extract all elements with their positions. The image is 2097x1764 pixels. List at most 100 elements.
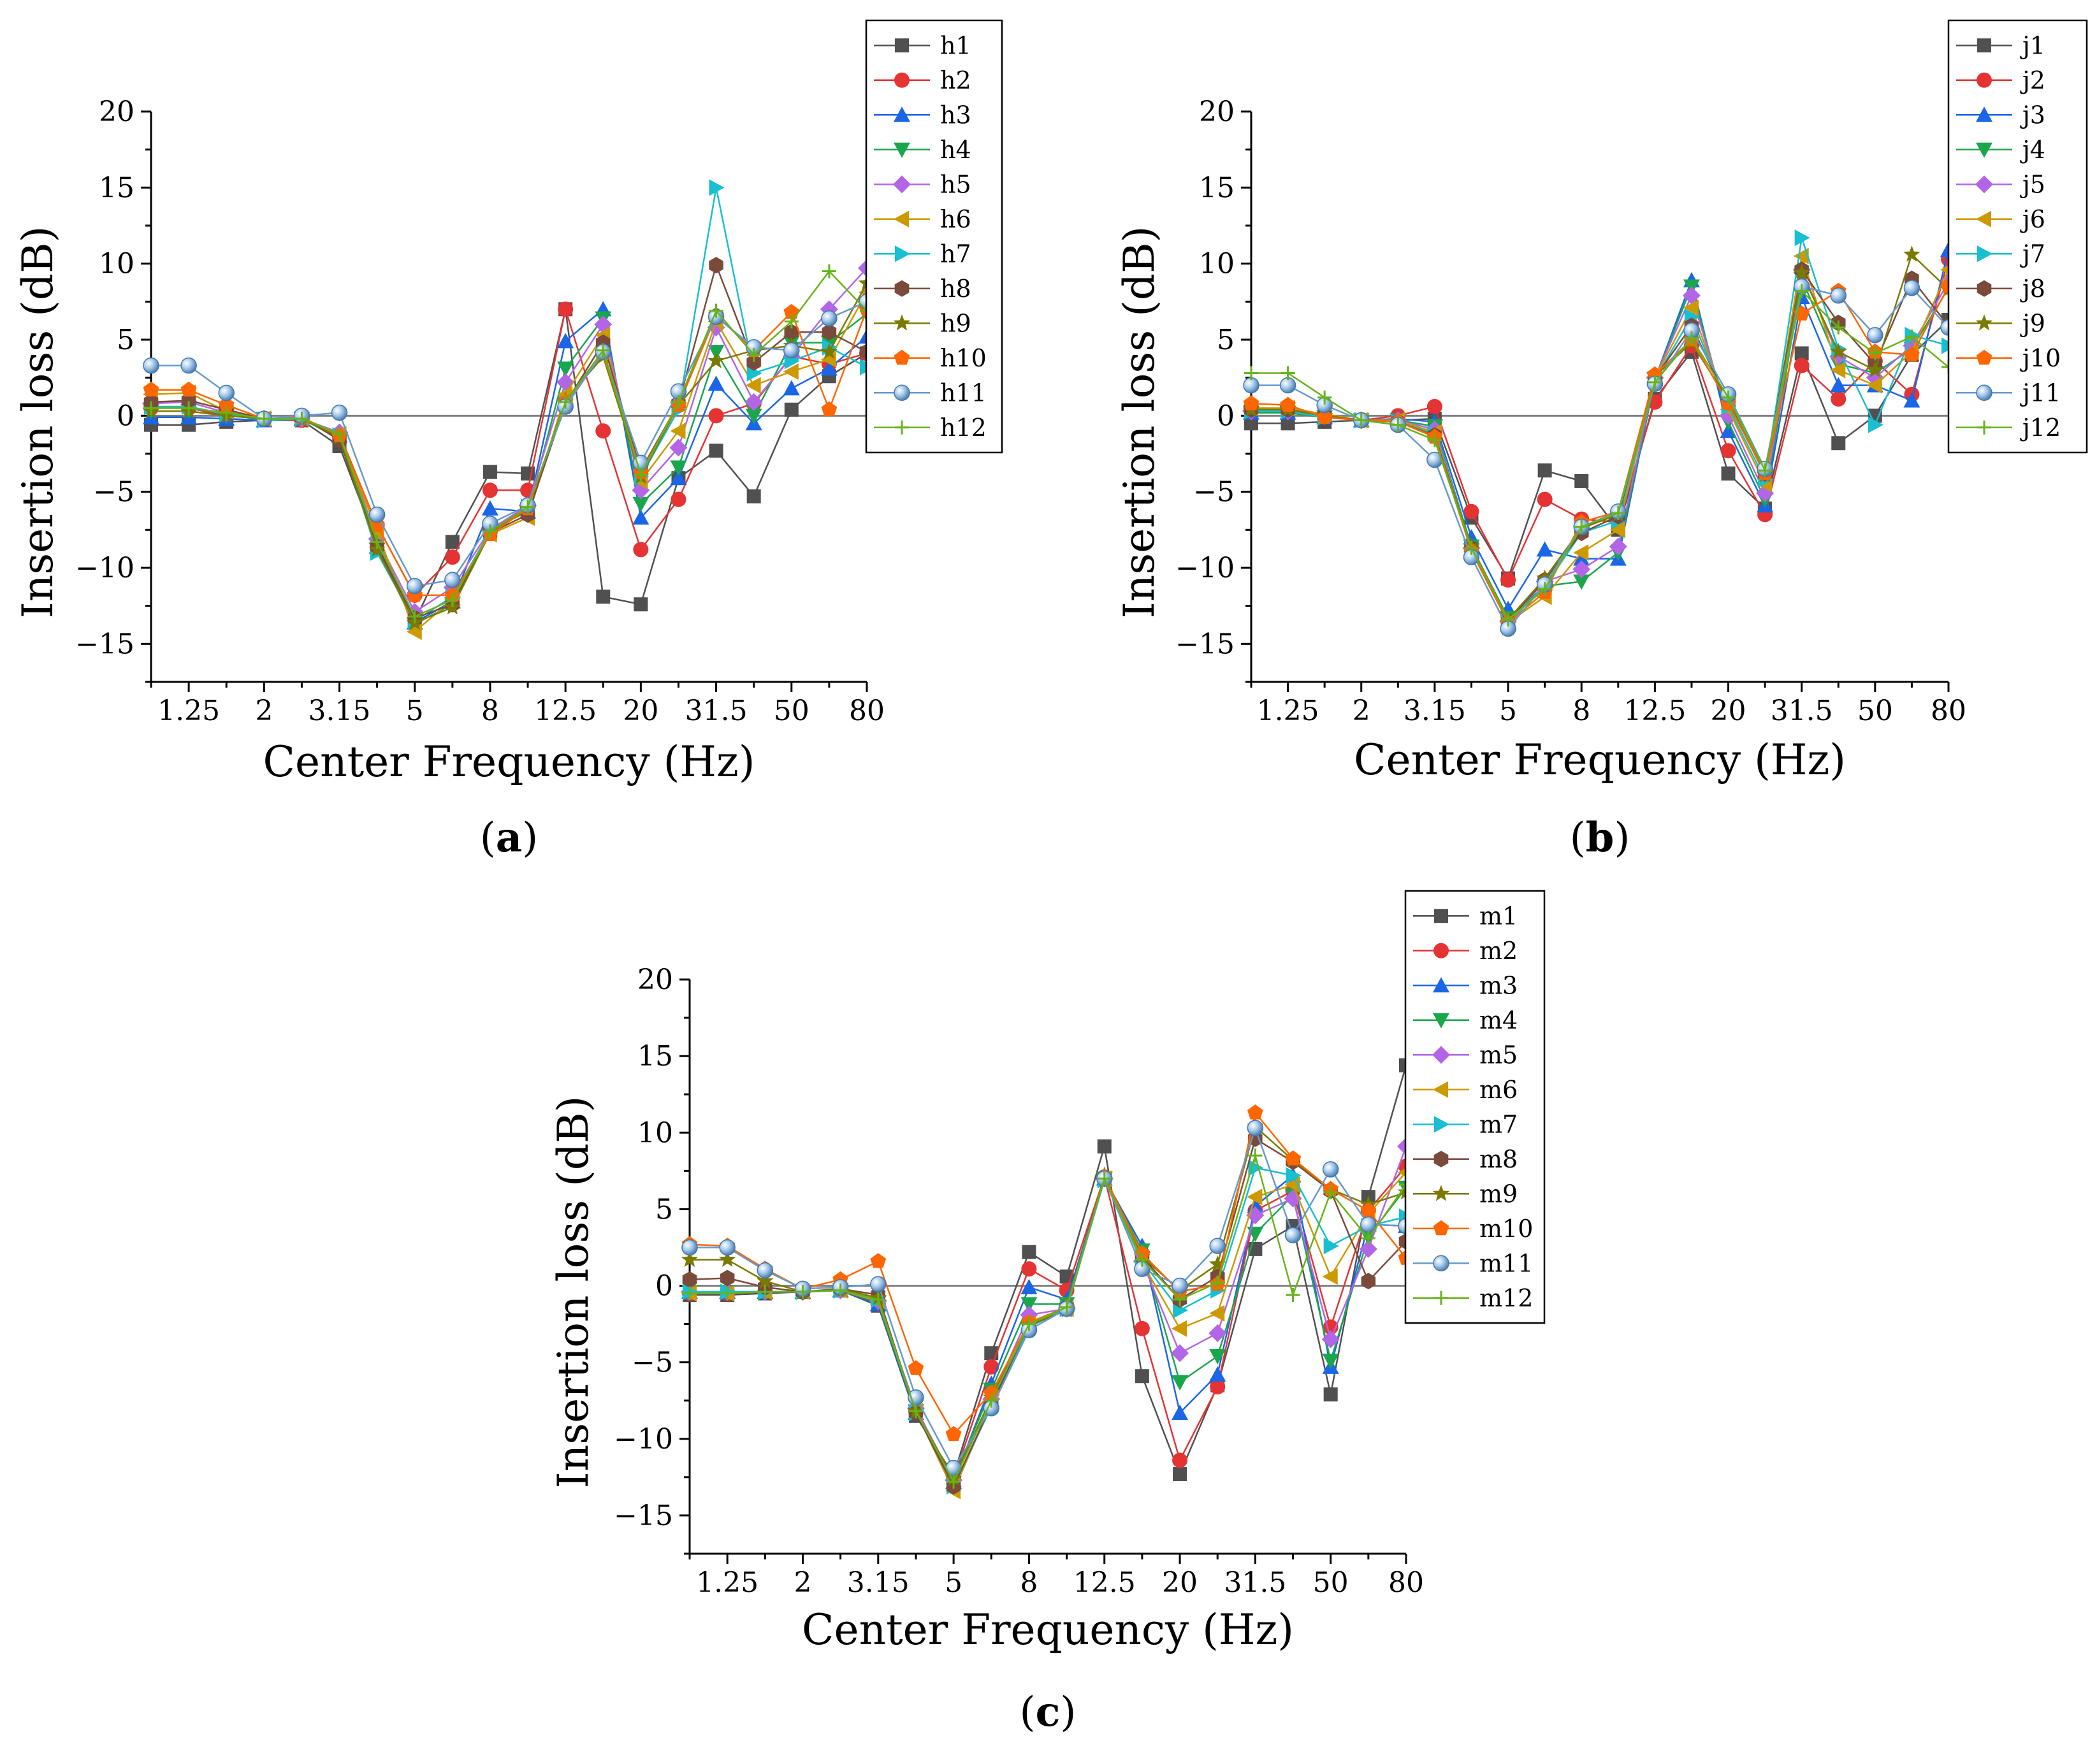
series-group: [1242, 229, 1957, 637]
data-point-m7: [1323, 1238, 1339, 1255]
data-point-m1: [1173, 1467, 1187, 1482]
data-point-j1: [1574, 474, 1589, 488]
data-point-j1: [1537, 463, 1552, 478]
data-point-h12: [332, 426, 347, 441]
data-point-j12: [1354, 413, 1368, 428]
data-point-j10: [1904, 346, 1920, 362]
legend-marker-j4: [1976, 142, 1992, 158]
x-tick-label: 2: [255, 695, 273, 727]
data-point-h12: [144, 401, 158, 416]
data-point-h11: [180, 357, 197, 374]
y-tick-label: 15: [99, 171, 134, 204]
legend-label-j9: j9: [2020, 309, 2045, 337]
data-point-m12: [1248, 1148, 1263, 1163]
legend-label-j8: j8: [2020, 275, 2045, 303]
legend-label-j6: j6: [2020, 205, 2045, 233]
data-point-h3: [670, 470, 687, 486]
legend-label-m9: m9: [1479, 1180, 1518, 1208]
data-point-j1: [1721, 466, 1736, 481]
data-point-h2: [482, 482, 498, 498]
data-point-h1: [445, 535, 460, 549]
y-tick-label: 0: [1217, 400, 1235, 432]
data-point-h11: [218, 384, 235, 401]
legend-label-h4: h4: [940, 136, 971, 164]
data-point-j12: [1464, 540, 1479, 555]
data-point-m12: [720, 1286, 735, 1301]
x-tick-label: 31.5: [1224, 1566, 1286, 1599]
data-point-h7: [709, 179, 725, 196]
legend-marker-m4: [1433, 1013, 1449, 1029]
x-tick-label: 20: [1162, 1566, 1198, 1599]
legend-marker-h2: [894, 72, 910, 88]
legend-marker-j12: [1977, 420, 1991, 435]
legend-label-h7: h7: [940, 240, 971, 268]
data-point-j1: [1794, 346, 1809, 361]
legend-marker-m9: [1432, 1185, 1450, 1201]
legend-marker-j3: [1976, 106, 1992, 122]
x-tick-label: 50: [1313, 1566, 1349, 1599]
data-point-j12: [1427, 433, 1442, 447]
y-tick-label: 20: [1199, 96, 1235, 128]
x-axis-title: Center Frequency (Hz): [263, 737, 755, 786]
panel-label: (c): [1020, 1688, 1077, 1736]
legend-label-j12: j12: [2020, 414, 2061, 442]
data-point-j12: [1281, 366, 1295, 380]
x-tick-label: 1.25: [157, 695, 220, 727]
data-point-h9: [820, 343, 838, 359]
legend-marker-h1: [895, 38, 909, 53]
data-point-j6: [1609, 521, 1625, 539]
data-point-h2: [595, 423, 611, 439]
legend-marker-m2: [1433, 943, 1449, 958]
data-point-j6: [1793, 247, 1809, 264]
data-point-m12: [1210, 1275, 1225, 1290]
data-point-m10: [870, 1253, 887, 1268]
data-point-h2: [671, 491, 686, 507]
data-point-m11: [1322, 1161, 1339, 1178]
legend-label-j1: j1: [2020, 31, 2045, 59]
data-point-j9: [1793, 264, 1810, 280]
data-point-j11: [1867, 327, 1883, 343]
data-point-m9: [681, 1250, 699, 1267]
data-point-m10: [1360, 1202, 1377, 1218]
data-point-h8: [822, 324, 837, 341]
data-point-m2: [983, 1359, 999, 1375]
data-point-j12: [1244, 366, 1258, 380]
data-point-m10: [983, 1384, 999, 1400]
data-point-h1: [784, 402, 799, 417]
x-tick-label: 3.15: [308, 695, 371, 727]
data-point-m12: [1022, 1317, 1036, 1331]
data-point-j6: [1573, 544, 1589, 561]
data-point-j12: [1648, 375, 1662, 389]
data-point-m5: [1171, 1344, 1189, 1363]
x-tick-label: 20: [1711, 695, 1746, 727]
legend-label-h12: h12: [940, 414, 987, 442]
y-tick-label: 10: [637, 1117, 673, 1149]
data-point-h1: [634, 597, 648, 612]
legend-label-m3: m3: [1479, 971, 1518, 999]
data-point-m12: [758, 1285, 773, 1299]
data-point-j7: [1794, 229, 1810, 247]
data-point-m10: [908, 1360, 924, 1375]
data-point-m12: [1135, 1252, 1149, 1267]
data-point-m4: [1322, 1354, 1339, 1370]
data-point-j12: [1794, 284, 1809, 298]
chart-panel-2: −15 −10 −5 0 5 10 15 20 1.25 2 3.15 5 8 12.5 20 31.5 50 8…: [1115, 19, 2088, 862]
series-group: [681, 1058, 1415, 1500]
data-point-m12: [1173, 1292, 1187, 1307]
data-point-j6: [1866, 377, 1882, 394]
x-tick-label: 20: [623, 695, 658, 727]
data-point-j12: [1831, 320, 1846, 335]
data-point-m9: [1208, 1255, 1226, 1272]
legend-label-m11: m11: [1479, 1249, 1533, 1277]
data-point-h10: [180, 381, 197, 397]
data-point-h11: [406, 577, 423, 595]
y-tick-label: −15: [75, 628, 134, 660]
chart-panel-1: −15 −10 −5 0 5 10 15 20 1.25 2 3.15 5 8 12.5 20 31.5 50 8…: [13, 19, 1003, 862]
data-point-j4: [1573, 574, 1590, 590]
data-point-j12: [1574, 519, 1589, 534]
legend-label-j11: j11: [2020, 379, 2061, 407]
data-point-j9: [1903, 245, 1920, 262]
data-point-h12: [407, 609, 422, 624]
legend-label-h1: h1: [940, 31, 971, 59]
data-point-h4: [632, 496, 649, 512]
